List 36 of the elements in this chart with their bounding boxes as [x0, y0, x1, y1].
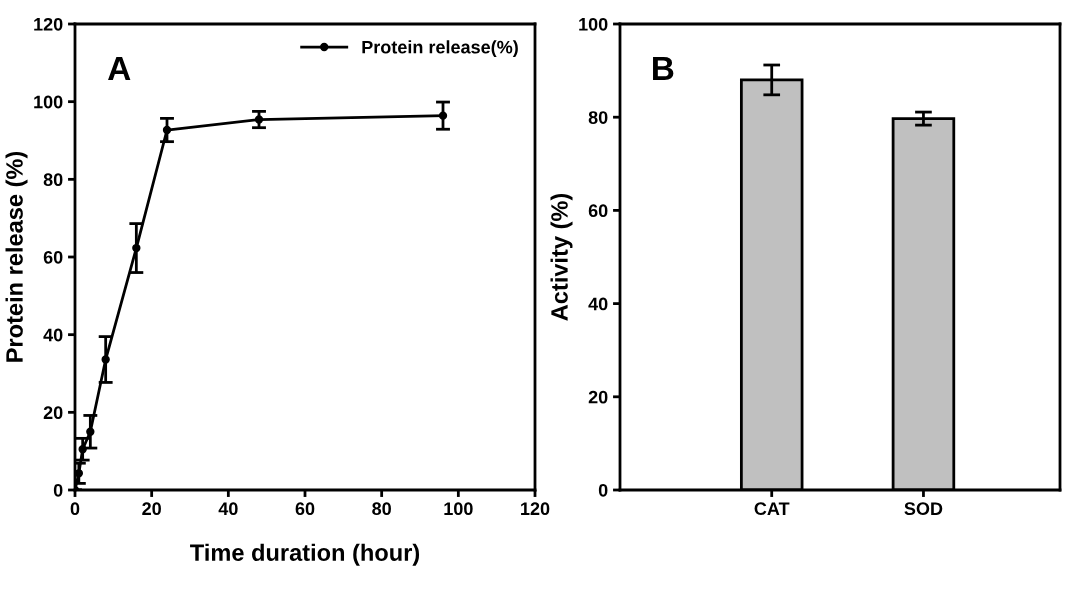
y-tick-label: 60	[43, 250, 63, 264]
y-tick-label: 20	[588, 390, 608, 404]
point	[438, 111, 448, 120]
y-tick-label: 80	[43, 173, 63, 187]
x-tick-label: 20	[142, 502, 161, 516]
point	[254, 115, 264, 124]
y-axis-title: Activity (%)	[550, 193, 573, 321]
x-tick-label: 80	[372, 502, 391, 516]
y-tick-label: 40	[43, 328, 63, 342]
x-axis-title: Time duration (hour)	[190, 543, 420, 566]
y-tick-label: 0	[53, 483, 63, 497]
annotation: B	[653, 56, 674, 80]
y-tick-label: 120	[34, 17, 63, 31]
x-tick-label: 40	[218, 502, 238, 516]
y-tick-label: 40	[588, 297, 608, 311]
y-tick-label: 80	[588, 111, 608, 124]
x-tick-label: 60	[295, 502, 315, 516]
y-tick-label: 100	[579, 17, 608, 31]
y-tick-label: 20	[43, 406, 63, 420]
point	[162, 125, 172, 135]
y-tick-label: 60	[588, 204, 608, 218]
point	[75, 469, 84, 478]
legend-label: Protein release(%)	[362, 40, 518, 58]
y-axis-title: Protein release (%)	[5, 151, 28, 362]
point	[78, 445, 87, 454]
x-tick-label: CAT	[754, 502, 790, 516]
y-tick-label: 0	[598, 483, 608, 497]
annotation: A	[108, 56, 131, 80]
x-tick-label: 0	[70, 502, 80, 516]
y-tick-label: 100	[34, 95, 63, 109]
point	[132, 243, 141, 253]
point	[86, 427, 95, 436]
x-tick-label: 100	[444, 502, 473, 516]
x-tick-label: 120	[521, 502, 550, 516]
point	[101, 355, 110, 364]
x-tick-label: SOD	[904, 502, 943, 516]
